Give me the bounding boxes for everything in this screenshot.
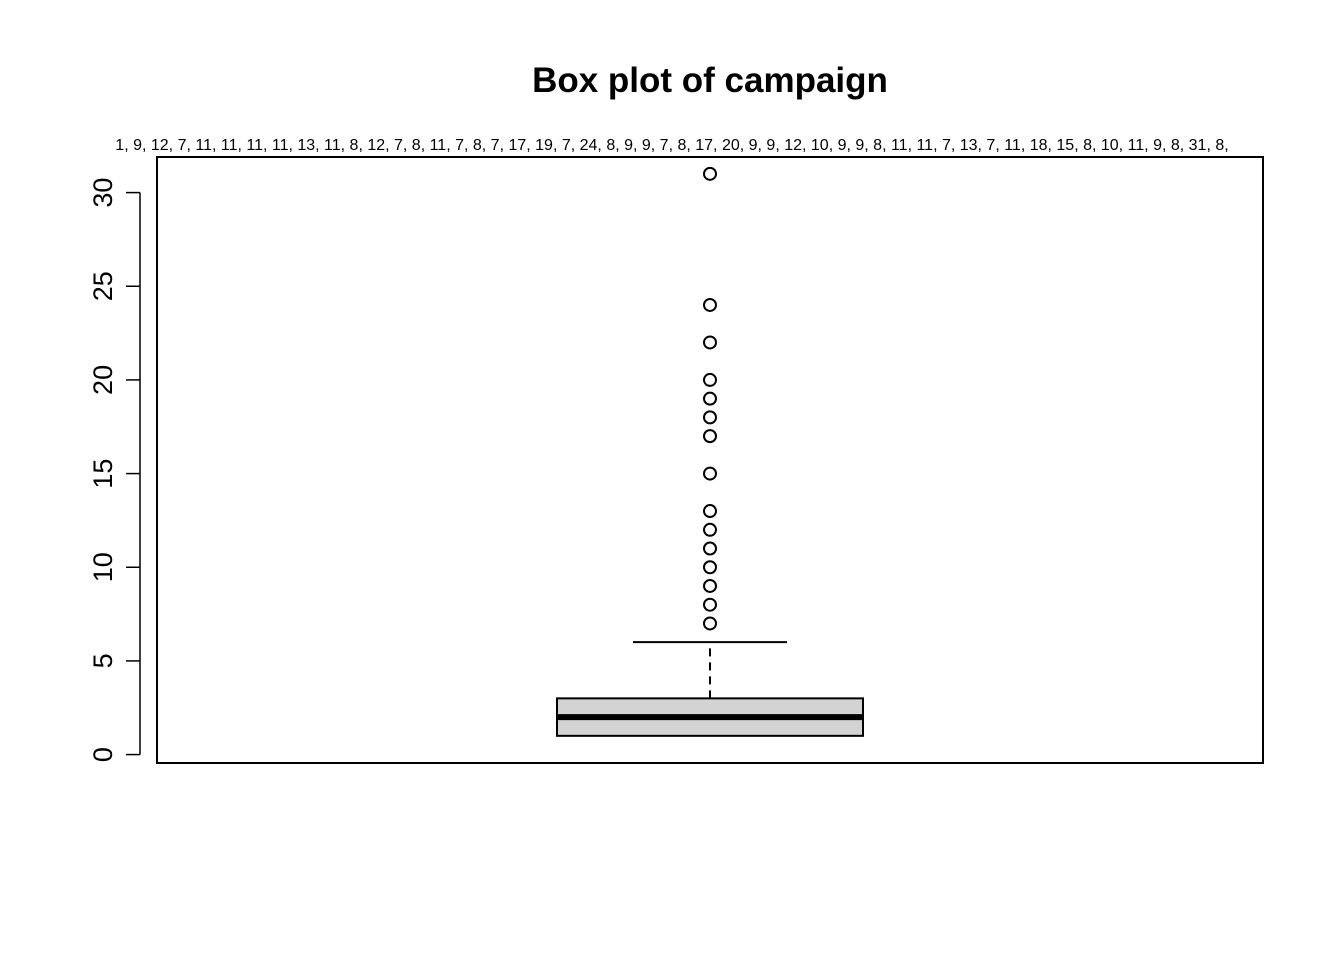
outlier-points [703,166,717,631]
outlier-point [703,297,717,312]
outlier-point [703,372,717,387]
outlier-point [703,616,717,631]
outlier-point [703,335,717,350]
outlier-point [703,541,717,556]
y-tick-label: 10 [88,552,118,582]
y-tick-label: 15 [88,459,118,489]
y-tick-label: 5 [88,653,118,668]
outlier-point [703,410,717,425]
outlier-point [703,522,717,537]
y-axis: 0 5 10 15 20 25 30 [88,178,141,762]
y-tick-label: 20 [88,365,118,395]
y-tick-label: 25 [88,271,118,301]
plot-frame [156,156,1264,764]
outlier-point [703,429,717,444]
chart-title: Box plot of campaign [532,61,888,100]
chart-subtitle: 1, 9, 12, 7, 11, 11, 11, 11, 13, 11, 8, … [115,137,1228,154]
outlier-point [703,166,717,181]
box-group [556,641,864,737]
outlier-point [703,597,717,612]
outlier-point [703,504,717,519]
outlier-point [703,391,717,406]
y-tick-label: 0 [88,747,118,762]
y-tick-label: 30 [88,178,118,208]
outlier-point [703,578,717,593]
outlier-point [703,466,717,481]
outlier-point [703,560,717,575]
